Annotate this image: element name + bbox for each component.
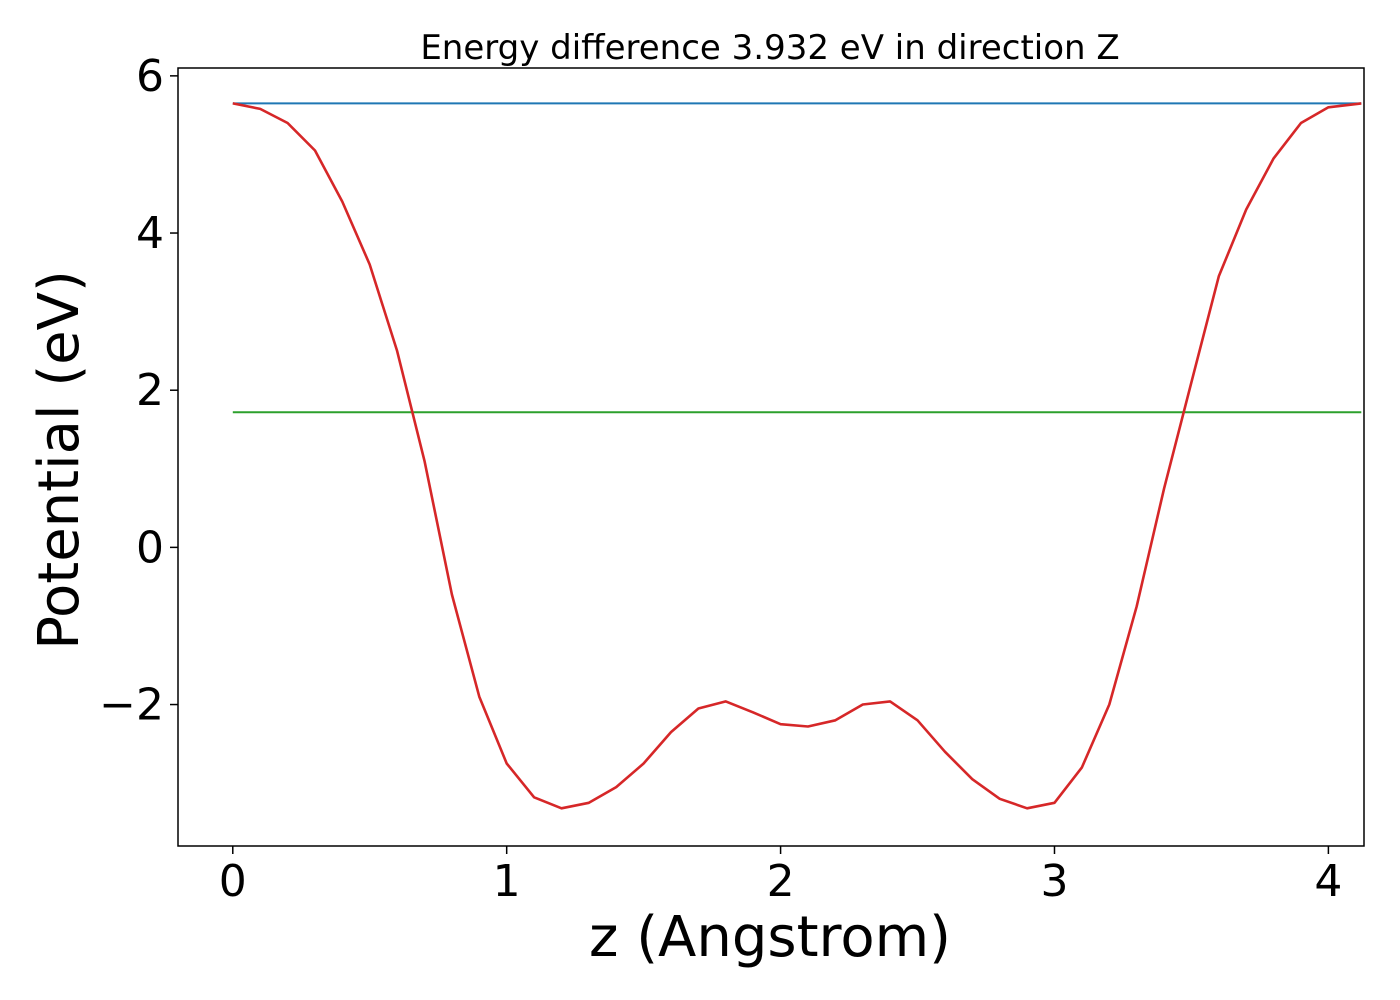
x-axis-label: z (Angstrom) [589, 905, 951, 970]
x-tick-label: 3 [1040, 856, 1068, 907]
y-tick-label: 4 [136, 208, 164, 259]
y-tick-label: 0 [136, 522, 164, 573]
series-line-2 [232, 102, 1362, 810]
y-tick-label: 6 [136, 51, 164, 102]
y-tick-label: 2 [136, 365, 164, 416]
plot-frame [177, 67, 1365, 847]
axis-ticks: 0 1 2 3 4 −2 0 2 4 6 [99, 51, 1342, 907]
plot-area [232, 102, 1362, 810]
x-tick-label: 2 [767, 856, 795, 907]
y-tick-label: −2 [99, 680, 164, 731]
y-axis-label: Potential (eV) [27, 270, 92, 650]
x-tick-label: 4 [1314, 856, 1342, 907]
x-tick-label: 0 [219, 856, 247, 907]
x-tick-label: 1 [493, 856, 521, 907]
chart-title: Energy difference 3.932 eV in direction … [420, 28, 1119, 68]
